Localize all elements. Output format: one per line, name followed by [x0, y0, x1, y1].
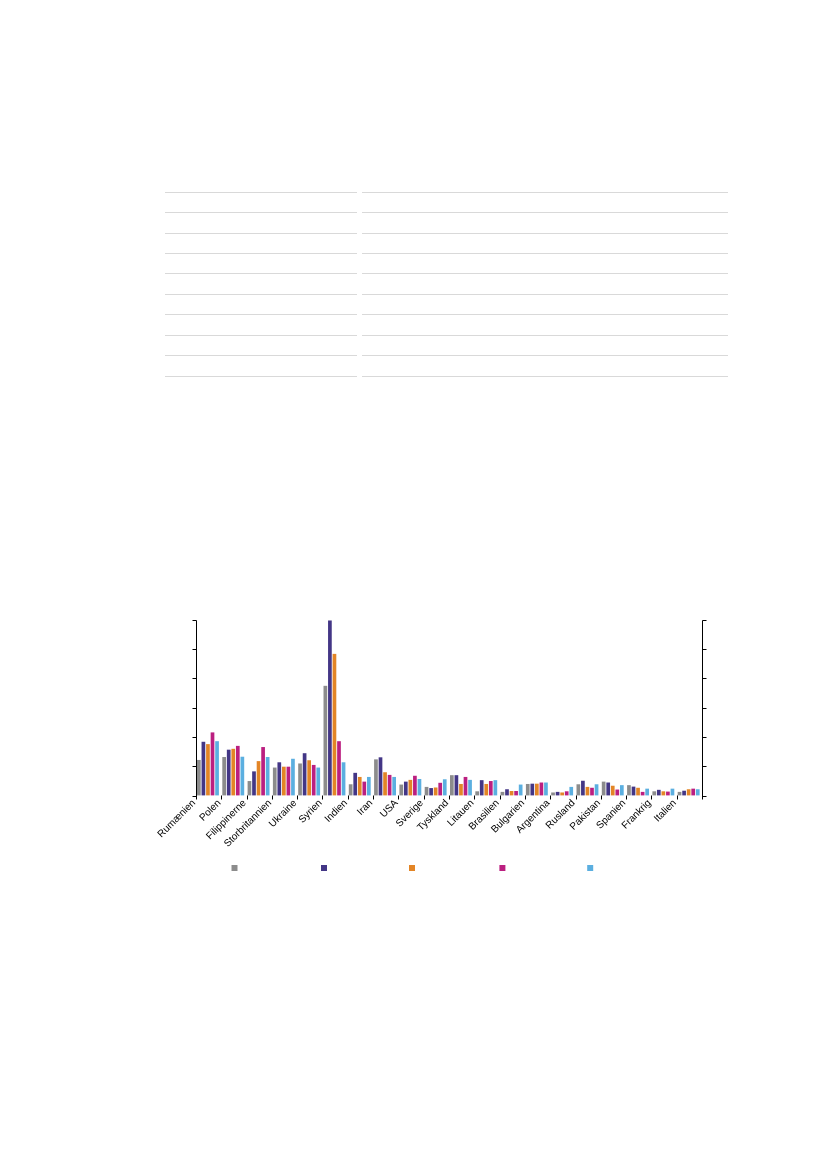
svg-text:Iran: Iran	[355, 798, 375, 818]
svg-text:Indien: Indien	[323, 798, 350, 825]
svg-text:USA: USA	[378, 798, 401, 821]
svg-text:Italien: Italien	[652, 798, 679, 825]
svg-text:Syrien: Syrien	[297, 798, 325, 826]
svg-text:Ukraine: Ukraine	[267, 797, 299, 829]
svg-text:Rumænien: Rumænien	[156, 798, 198, 840]
